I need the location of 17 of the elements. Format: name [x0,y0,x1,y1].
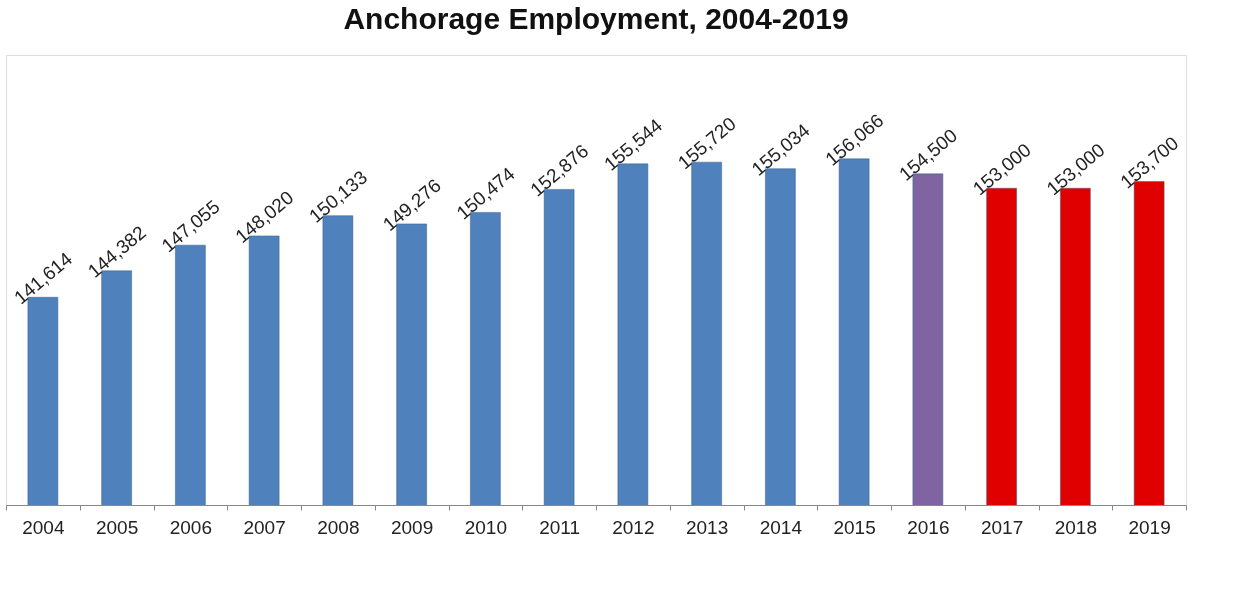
x-tick-label: 2011 [539,516,581,538]
x-tick-label: 2005 [95,516,139,538]
x-tick-label: 2006 [169,516,213,538]
x-tick-label: 2009 [390,516,434,538]
x-tick-label: 2015 [833,516,876,538]
x-tick-label: 2019 [1128,516,1171,538]
x-tick-label: 2018 [1054,516,1098,538]
chart-title: Anchorage Employment, 2004-2019 [343,2,849,35]
x-tick-label: 2012 [612,516,655,538]
x-tick-label: 2017 [980,516,1024,538]
x-tick-label: 2004 [22,516,65,538]
x-tick-label: 2013 [685,516,729,538]
x-tick-label: 2014 [759,516,803,538]
x-tick-label: 2010 [464,516,508,538]
x-tick-label: 2008 [317,516,360,538]
x-tick-label: 2016 [907,516,950,538]
x-tick-label: 2007 [243,516,286,538]
